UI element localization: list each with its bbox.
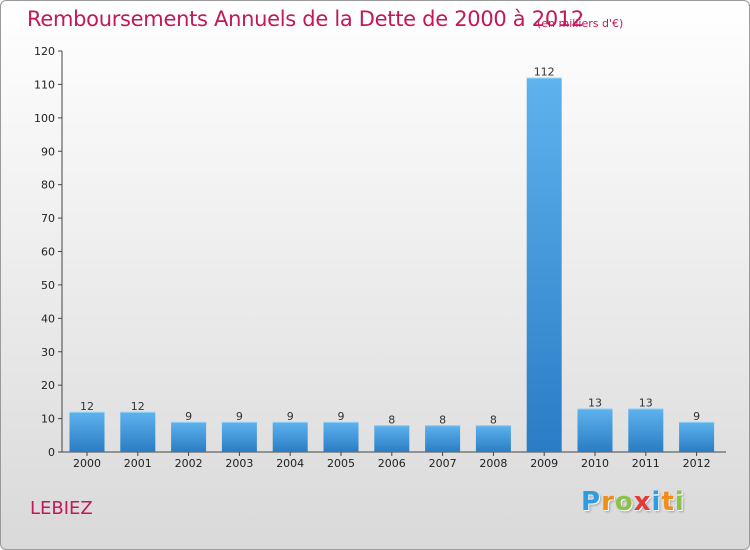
place-name: LEBIEZ: [30, 498, 93, 519]
logo-letter: o: [614, 487, 634, 517]
bar-2006: [374, 425, 410, 452]
y-tick-label: 40: [41, 312, 55, 325]
data-label-2003: 9: [236, 410, 243, 423]
logo-letter: i: [651, 487, 662, 517]
x-tick-label: 2012: [683, 457, 711, 470]
bar-2012: [679, 421, 715, 452]
x-tick-label: 2002: [175, 457, 203, 470]
x-tick-label: 2004: [276, 457, 304, 470]
y-tick-label: 70: [41, 212, 55, 225]
logo-letter: i: [674, 487, 685, 517]
y-tick-label: 110: [34, 78, 55, 91]
x-tick-label: 2000: [73, 457, 101, 470]
data-labels: 12 12 9 9 9 9 8 8 8 112 13 13 9: [80, 66, 700, 427]
data-label-2010: 13: [588, 397, 602, 410]
bars: [69, 77, 715, 452]
bar-2001: [120, 411, 156, 452]
data-label-2012: 9: [693, 410, 700, 423]
data-label-2006: 8: [388, 413, 395, 426]
logo-letter: r: [601, 487, 615, 517]
y-tick-label: 0: [48, 446, 55, 459]
logo-letter: x: [633, 487, 652, 517]
bar-2008: [475, 425, 511, 452]
y-tick-label: 20: [41, 379, 55, 392]
data-label-2000: 12: [80, 400, 94, 413]
data-label-2009: 112: [534, 66, 555, 79]
proxiti-logo: Proxiti: [581, 487, 685, 517]
x-tick-label: 2006: [378, 457, 406, 470]
x-tick-label: 2011: [632, 457, 660, 470]
data-label-2005: 9: [338, 410, 345, 423]
data-label-2001: 12: [131, 400, 145, 413]
data-label-2011: 13: [639, 397, 653, 410]
x-tick-label: 2010: [581, 457, 609, 470]
data-label-2007: 8: [439, 413, 446, 426]
y-tick-label: 60: [41, 246, 55, 259]
x-tick-label: 2008: [479, 457, 507, 470]
data-label-2008: 8: [490, 413, 497, 426]
chart-subtitle: (en milliers d'€): [537, 17, 624, 30]
x-tick-label: 2003: [225, 457, 253, 470]
y-tick-label: 120: [34, 45, 55, 58]
logo-letter: P: [581, 487, 602, 517]
axes: 0 10 20 30 40 50 60 70 80 90 100 110 120 2000 2001 2002…: [34, 45, 726, 470]
x-tick-label: 2005: [327, 457, 355, 470]
bar-2003: [221, 421, 257, 452]
data-label-2004: 9: [287, 410, 294, 423]
bar-2005: [323, 421, 359, 452]
bar-2004: [272, 421, 308, 452]
logo-letter: t: [661, 487, 675, 517]
y-tick-label: 80: [41, 179, 55, 192]
y-tick-label: 30: [41, 346, 55, 359]
chart-title: Remboursements Annuels de la Dette de 20…: [27, 7, 584, 31]
x-tick-label: 2001: [124, 457, 152, 470]
bar-2000: [69, 411, 105, 452]
y-tick-label: 10: [41, 413, 55, 426]
y-tick-label: 90: [41, 145, 55, 158]
bar-2010: [577, 408, 613, 452]
bar-2011: [628, 408, 664, 452]
bar-2007: [425, 425, 461, 452]
data-label-2002: 9: [185, 410, 192, 423]
x-tick-label: 2007: [429, 457, 457, 470]
bar-2009: [526, 77, 562, 452]
x-tick-label: 2009: [530, 457, 558, 470]
y-tick-label: 50: [41, 279, 55, 292]
y-tick-label: 100: [34, 112, 55, 125]
bar-2002: [171, 421, 207, 452]
